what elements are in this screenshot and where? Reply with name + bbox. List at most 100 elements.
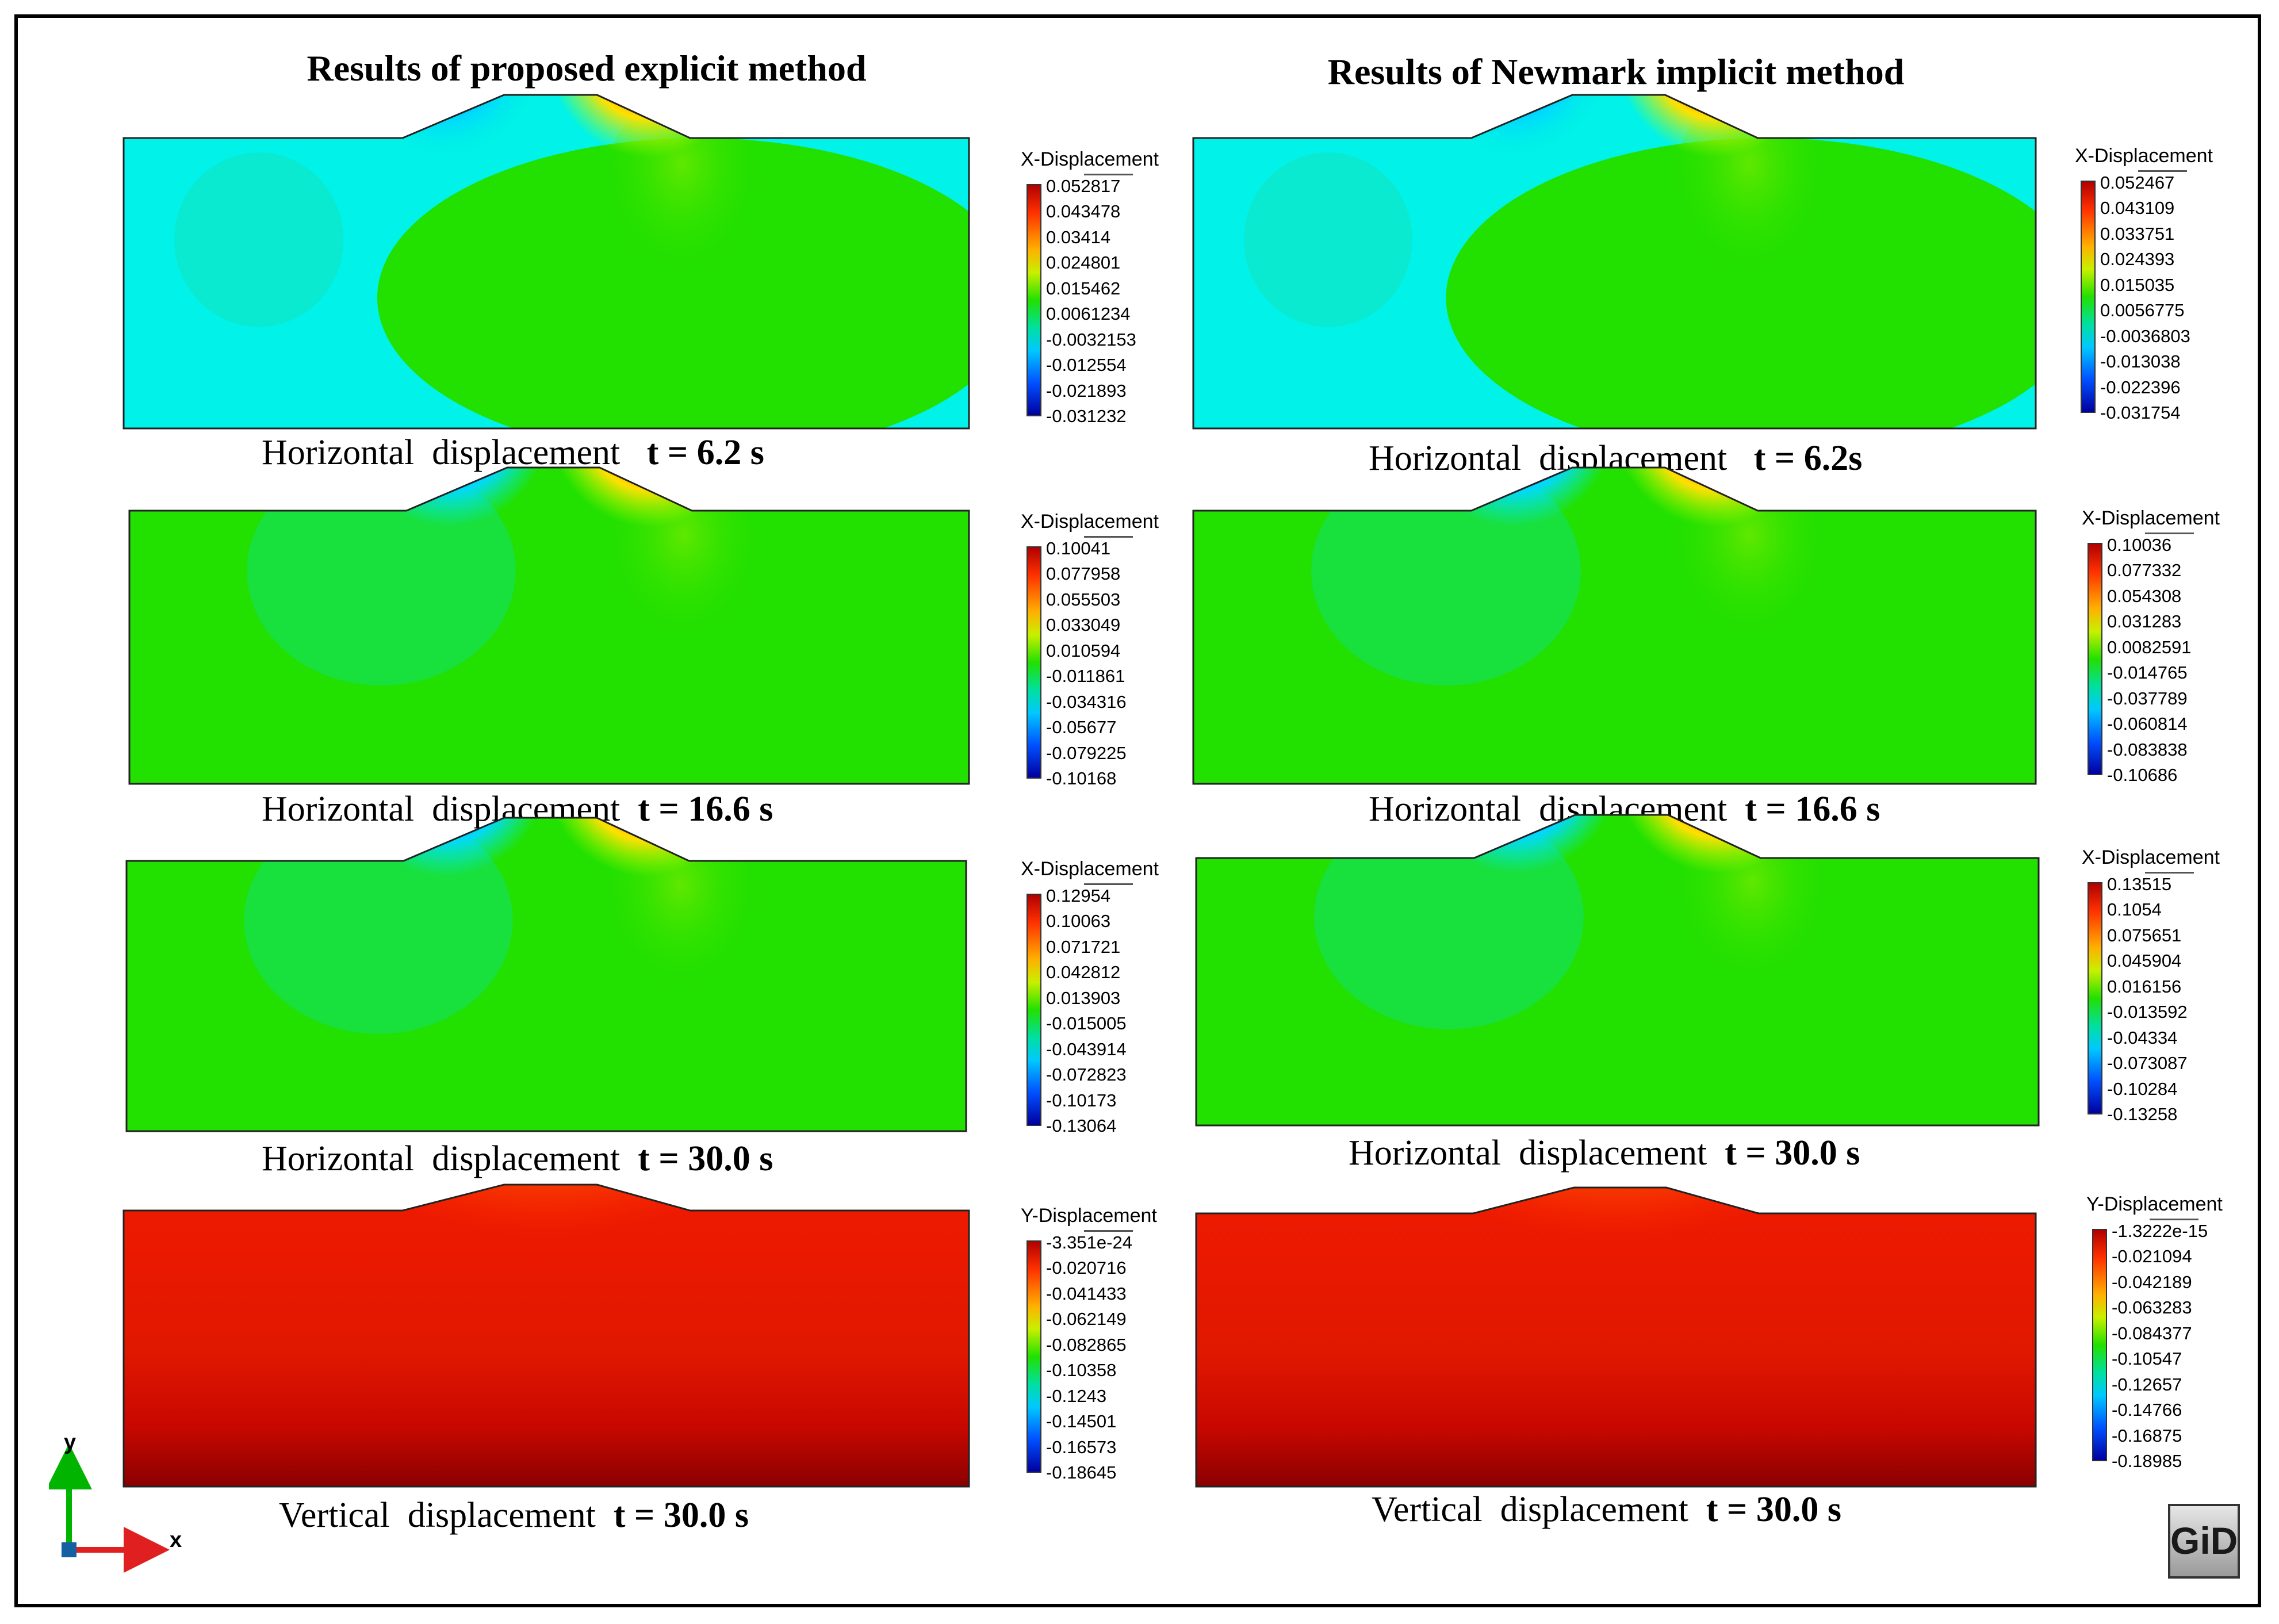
vertical-displacement-contour [122, 1183, 970, 1488]
legend-color-bar [1026, 1240, 1041, 1473]
mesh-boundary [122, 1183, 970, 1488]
mesh-boundary [122, 94, 970, 430]
legend-tick-label: 0.10041 [1046, 538, 1111, 558]
legend-tick-label: -0.082865 [1046, 1334, 1127, 1355]
caption-time: t = 6.2s [1753, 439, 1863, 478]
left-column-title: Results of proposed explicit method [307, 48, 867, 89]
legend-tick-label: 0.042812 [1046, 962, 1121, 983]
legend-tick-label: -1.3222e-15 [2112, 1221, 2208, 1241]
legend-tick-label: -0.031754 [2100, 403, 2181, 423]
panel-caption: Vertical displacement t = 30.0 s [279, 1495, 749, 1536]
legend-tick-label: -0.022396 [2100, 377, 2181, 397]
legend-title: X-Displacement [1021, 148, 1159, 170]
legend-tick-label: 0.13515 [2107, 874, 2172, 894]
legend-tick-label: -0.021893 [1046, 380, 1127, 401]
legend-title-underline [1084, 883, 1133, 885]
legend-tick-label: -0.020716 [1046, 1258, 1127, 1278]
origin-marker [62, 1542, 76, 1557]
caption-time: t = 30.0 s [638, 1139, 773, 1178]
mesh-boundary [125, 817, 967, 1132]
right-column-title: Results of Newmark implicit method [1327, 51, 1905, 92]
caption-quantity: Horizontal displacement [262, 433, 647, 472]
legend-tick-label: -0.037789 [2107, 688, 2188, 708]
legend-tick-label: -0.10686 [2107, 765, 2178, 785]
legend-tick-label: 0.054308 [2107, 585, 2182, 606]
legend-tick-label: 0.045904 [2107, 951, 2182, 971]
legend-title-underline [2145, 872, 2194, 874]
legend-title: Y-Displacement [1021, 1205, 1157, 1227]
legend-tick-label: -0.034316 [1046, 691, 1127, 712]
legend-title-underline [2145, 533, 2194, 534]
caption-quantity: Vertical displacement [279, 1496, 614, 1535]
legend-tick-label: -0.060814 [2107, 714, 2188, 734]
x-axis-label: x [170, 1528, 182, 1552]
legend-tick-label: 0.016156 [2107, 976, 2182, 997]
legend-tick-label: -0.13064 [1046, 1116, 1117, 1136]
mesh-boundary [128, 466, 970, 785]
legend-tick-label: -0.14766 [2112, 1400, 2182, 1420]
legend-title-underline [1084, 536, 1133, 538]
legend-tick-label: 0.0082591 [2107, 637, 2192, 657]
legend-tick-label: -0.015005 [1046, 1013, 1127, 1034]
legend-tick-label: -0.10168 [1046, 768, 1117, 788]
caption-time: t = 16.6 s [1745, 790, 1880, 829]
horizontal-displacement-contour [122, 94, 970, 430]
panel-caption: Vertical displacement t = 30.0 s [1372, 1489, 1841, 1530]
y-axis-label: y [64, 1432, 76, 1454]
legend-tick-label: -0.10173 [1046, 1090, 1117, 1110]
legend-tick-label: -0.10284 [2107, 1078, 2178, 1099]
caption-time: t = 30.0 s [1706, 1490, 1841, 1529]
horizontal-displacement-contour [128, 466, 970, 785]
mesh-boundary [1192, 466, 2037, 785]
legend-tick-label: 0.015035 [2100, 274, 2175, 295]
panel-caption: Horizontal displacement t = 6.2 s [262, 432, 764, 473]
legend-tick-label: -0.084377 [2112, 1323, 2192, 1343]
legend-color-bar [2081, 181, 2096, 413]
legend-tick-label: 0.033751 [2100, 223, 2175, 244]
legend-title: X-Displacement [2075, 145, 2213, 167]
legend-tick-label: -0.05677 [1046, 717, 1117, 738]
horizontal-displacement-contour [1192, 94, 2037, 430]
legend-tick-label: -0.031232 [1046, 406, 1127, 426]
legend-tick-label: 0.024393 [2100, 249, 2175, 270]
legend-tick-label: 0.077958 [1046, 564, 1121, 584]
horizontal-displacement-contour [1195, 814, 2040, 1127]
legend-tick-label: -3.351e-24 [1046, 1232, 1132, 1253]
legend-tick-label: -0.011861 [1046, 666, 1125, 687]
legend-title-underline [1084, 1230, 1133, 1232]
legend-title-underline [2150, 1219, 2198, 1220]
legend-title-underline [2138, 170, 2187, 172]
legend-tick-label: -0.10547 [2112, 1349, 2182, 1369]
legend-color-bar [1026, 546, 1041, 779]
caption-quantity: Vertical displacement [1372, 1490, 1706, 1529]
legend-color-bar [1026, 184, 1041, 416]
gid-logo: GiD [2168, 1504, 2240, 1579]
legend-tick-label: 0.031283 [2107, 611, 2182, 632]
legend-tick-label: -0.014765 [2107, 662, 2188, 683]
legend-tick-label: 0.055503 [1046, 589, 1121, 610]
legend-tick-label: -0.013038 [2100, 351, 2181, 372]
caption-time: t = 6.2 s [646, 433, 764, 472]
horizontal-displacement-contour [1192, 466, 2037, 785]
legend-color-bar [2088, 882, 2102, 1114]
legend-tick-label: 0.033049 [1046, 615, 1121, 635]
legend-tick-label: 0.12954 [1046, 886, 1111, 906]
legend-title: X-Displacement [2082, 847, 2220, 868]
legend-tick-label: -0.04334 [2107, 1027, 2178, 1048]
legend-tick-label: 0.015462 [1046, 278, 1121, 298]
coordinate-axes: y x [49, 1432, 182, 1573]
caption-quantity: Horizontal displacement [1349, 1133, 1725, 1173]
horizontal-displacement-contour [125, 817, 967, 1132]
legend-tick-label: 0.10036 [2107, 535, 2172, 555]
legend-tick-label: 0.043478 [1046, 201, 1121, 222]
legend-tick-label: 0.03414 [1046, 227, 1111, 247]
legend-tick-label: -0.062149 [1046, 1309, 1127, 1330]
legend-color-bar [1026, 894, 1041, 1126]
caption-quantity: Horizontal displacement [262, 1139, 638, 1178]
panel-caption: Horizontal displacement t = 30.0 s [1349, 1133, 1860, 1174]
caption-time: t = 30.0 s [1725, 1133, 1860, 1173]
legend-tick-label: -0.041433 [1046, 1283, 1127, 1304]
legend-tick-label: -0.0032153 [1046, 329, 1136, 350]
legend-tick-label: 0.052817 [1046, 176, 1121, 196]
legend-tick-label: -0.18985 [2112, 1451, 2182, 1471]
